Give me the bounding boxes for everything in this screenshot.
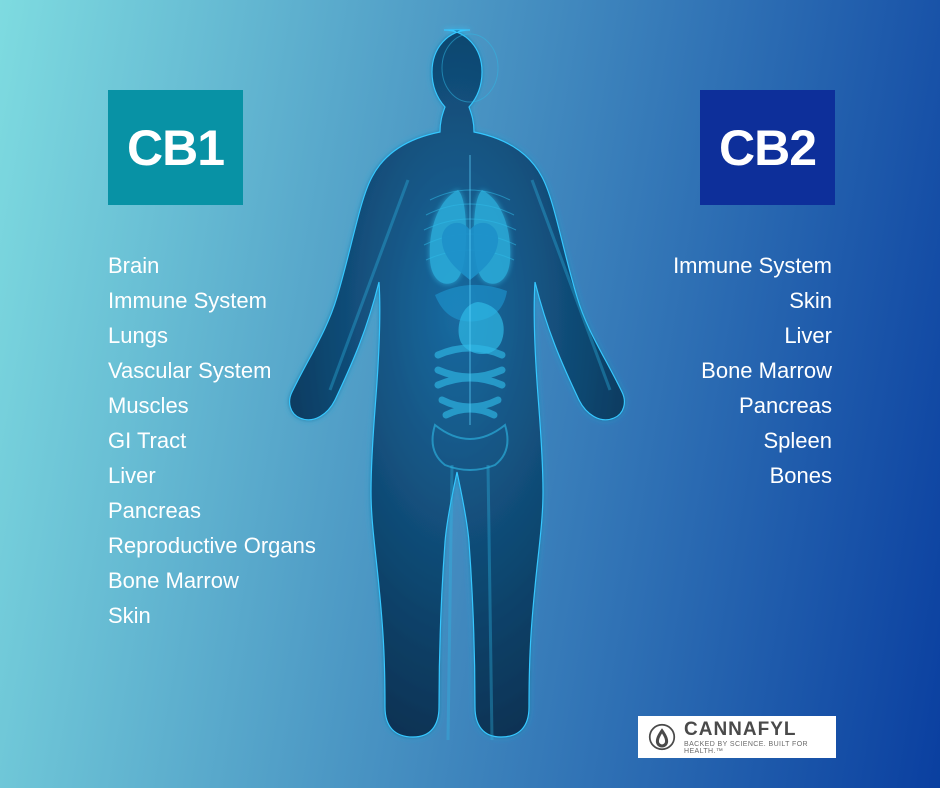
list-item: Reproductive Organs — [108, 528, 316, 563]
list-item: Brain — [108, 248, 316, 283]
list-item: Spleen — [673, 423, 832, 458]
list-item: Pancreas — [673, 388, 832, 423]
list-item: Bones — [673, 458, 832, 493]
list-item: GI Tract — [108, 423, 316, 458]
list-item: Skin — [108, 598, 316, 633]
list-item: Immune System — [673, 248, 832, 283]
brand-tagline: BACKED BY SCIENCE. BUILT FOR HEALTH.™ — [684, 741, 826, 755]
cb2-list: Immune SystemSkinLiverBone MarrowPancrea… — [673, 248, 832, 493]
cb2-badge: CB2 — [700, 90, 835, 205]
list-item: Pancreas — [108, 493, 316, 528]
anatomy-figure — [270, 20, 670, 788]
cb1-label: CB1 — [127, 119, 224, 177]
list-item: Skin — [673, 283, 832, 318]
list-item: Bone Marrow — [673, 353, 832, 388]
cb2-label: CB2 — [719, 119, 816, 177]
list-item: Vascular System — [108, 353, 316, 388]
brand-name: CANNAFYL — [684, 720, 826, 739]
list-item: Bone Marrow — [108, 563, 316, 598]
infographic-canvas: CB1 CB2 BrainImmune SystemLungsVascular … — [0, 0, 940, 788]
cb1-list: BrainImmune SystemLungsVascular SystemMu… — [108, 248, 316, 633]
anatomy-svg — [270, 20, 670, 790]
cb1-badge: CB1 — [108, 90, 243, 205]
list-item: Lungs — [108, 318, 316, 353]
list-item: Immune System — [108, 283, 316, 318]
list-item: Liver — [673, 318, 832, 353]
body-outline — [290, 30, 625, 737]
list-item: Liver — [108, 458, 316, 493]
list-item: Muscles — [108, 388, 316, 423]
droplet-icon — [648, 722, 676, 752]
brand-logo: CANNAFYL BACKED BY SCIENCE. BUILT FOR HE… — [638, 716, 836, 758]
